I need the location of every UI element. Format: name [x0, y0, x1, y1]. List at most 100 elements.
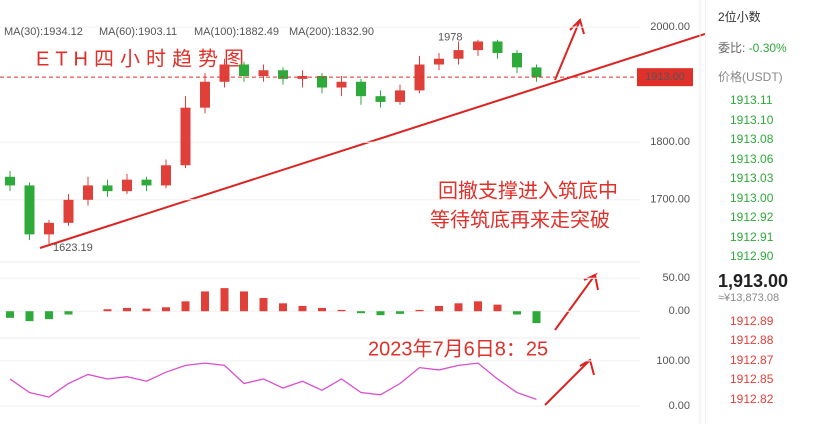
annotation: 回撤支撑进入筑底中	[438, 179, 618, 202]
macd-bar	[142, 308, 151, 312]
bids: 1912.89 1912.88 1912.87 1912.85 1912.82	[706, 312, 819, 410]
k-line	[9, 362, 537, 400]
candle-body	[141, 179, 152, 186]
macd-bar	[532, 311, 541, 324]
macd-bar	[376, 311, 385, 316]
arrow	[554, 18, 585, 81]
book-price: 1912.82	[730, 391, 774, 406]
asks: 1913.11 1913.10 1913.08 1913.06 1913.03 1913.…	[706, 91, 819, 267]
macd-bar	[279, 303, 287, 312]
candle-body	[239, 64, 249, 77]
y-tick-label: 50.00	[662, 272, 690, 284]
candle-body	[24, 185, 35, 235]
macd-bar	[318, 307, 326, 312]
candle-body	[180, 107, 191, 166]
candle-body	[356, 81, 366, 97]
macd-bar	[123, 307, 131, 312]
ratio-label: 委比:	[718, 41, 746, 55]
book-price: 1913.00	[730, 190, 774, 205]
candle-body	[336, 81, 347, 88]
y-tick-label: 0.00	[669, 305, 690, 317]
candle-body	[395, 90, 405, 102]
macd-bar	[25, 311, 34, 322]
candle-body	[122, 179, 132, 192]
book-price: 1912.92	[730, 210, 774, 224]
candle-body	[44, 222, 54, 235]
y-tick-label: 1700.00	[650, 194, 690, 206]
macd-bar	[201, 291, 209, 312]
candle-body	[83, 185, 93, 200]
book-price: 1913.11	[730, 93, 773, 107]
low-label: 1623.19	[53, 242, 93, 254]
macd-bar	[513, 311, 521, 315]
last-price: 1,913.00	[718, 270, 789, 291]
macd-bar	[396, 311, 404, 314]
macd-bar	[259, 298, 268, 312]
candle-body	[161, 165, 171, 186]
current-price-box	[637, 68, 693, 87]
macd-bar	[162, 307, 170, 312]
book-price: 1912.87	[730, 352, 774, 367]
macd-bar	[415, 309, 424, 312]
ma-legend: MA(30):1934.12	[4, 26, 83, 38]
macd-bar	[435, 305, 443, 312]
book-price: 1913.06	[730, 151, 774, 166]
y-tick-label: 100.00	[656, 355, 690, 367]
book-price: 1913.03	[730, 171, 774, 185]
macd-bar	[493, 304, 502, 312]
candle-body	[375, 96, 386, 102]
macd-bar	[103, 309, 112, 312]
candle-body	[317, 76, 327, 88]
ratio: 委比: -0.30%	[706, 39, 819, 56]
ma-legend: MA(200):1832.90	[289, 26, 374, 38]
current-price-label: 1913.00	[645, 71, 685, 83]
chart-title: ETH四小时趋势图	[36, 47, 250, 70]
candle-body	[473, 41, 483, 51]
macd-bar	[220, 288, 229, 312]
macd-bar	[240, 291, 248, 312]
candle-body	[258, 70, 269, 77]
candle-body	[102, 185, 113, 192]
macd-bar	[64, 311, 73, 315]
macd-bar	[474, 301, 482, 312]
ratio-value: -0.30%	[748, 41, 787, 55]
candle-body	[492, 41, 503, 53]
y-tick-label: 2000.00	[650, 21, 690, 33]
candle-body	[434, 58, 444, 65]
chart: ETH四小时趋势图 回撤支撑进入筑底中 等待筑底再来走突破 2023年7月6日8…	[0, 0, 705, 424]
order-book: 2位小数 委比: -0.30% 价格(USDT) 1913.11 1913.10 1…	[705, 0, 819, 424]
book-price: 1912.90	[730, 249, 774, 263]
candle-body	[278, 70, 288, 79]
precision[interactable]: 2位小数	[718, 10, 761, 24]
high-label: 1978	[438, 32, 462, 44]
book-price: 1912.89	[730, 313, 774, 328]
book-price: 1913.10	[730, 112, 774, 127]
arrow	[554, 272, 599, 331]
cny-price: ≈¥13,873.08	[718, 291, 780, 304]
annotation: 2023年7月6日8：25	[368, 337, 548, 360]
price-header: 价格(USDT)	[718, 70, 783, 84]
ma-legend: MA(60):1903.11	[99, 26, 177, 38]
annotation: 等待筑底再来走突破	[430, 208, 610, 231]
macd-bar	[6, 311, 14, 318]
candle-body	[5, 176, 15, 186]
y-tick-label: 0.00	[669, 400, 690, 412]
macd-bar	[45, 311, 53, 320]
book-price: 1912.85	[730, 372, 774, 386]
macd-bar	[454, 303, 463, 312]
ma-legend: MA(100):1882.49	[194, 26, 279, 38]
candle-body	[219, 64, 230, 82]
candle-body	[531, 67, 542, 78]
arrow	[544, 358, 595, 406]
candle-body	[414, 64, 425, 91]
candle-body	[200, 81, 210, 108]
book-price: 1912.88	[730, 333, 774, 347]
macd-bar	[298, 305, 307, 312]
macd-bar	[181, 301, 190, 312]
candle-body	[63, 199, 74, 223]
y-tick-label: 1800.00	[650, 136, 690, 148]
trend-line	[39, 33, 705, 249]
macd-bar	[357, 311, 365, 314]
macd-bar	[337, 309, 346, 312]
